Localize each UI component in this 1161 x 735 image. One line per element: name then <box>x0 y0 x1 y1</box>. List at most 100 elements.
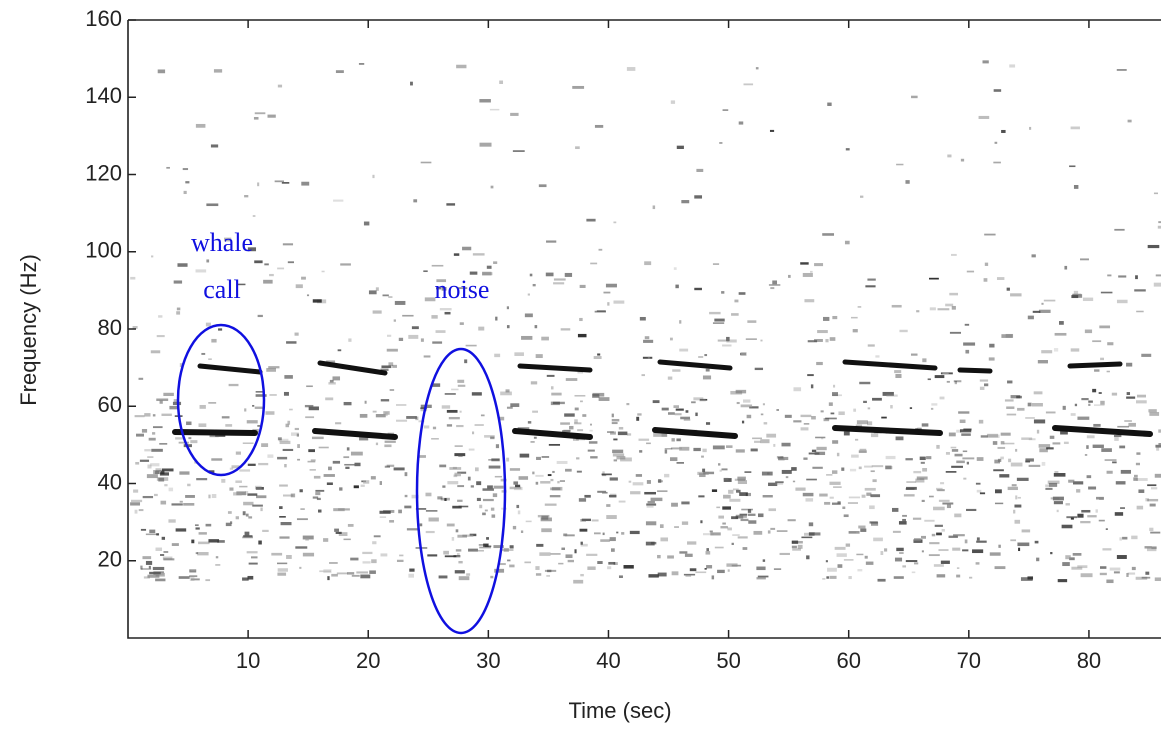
noise-speck <box>902 514 907 517</box>
noise-speck <box>714 318 725 322</box>
noise-speck <box>1037 360 1048 364</box>
noise-speck <box>173 280 183 284</box>
noise-speck <box>910 353 918 356</box>
noise-speck <box>493 485 504 489</box>
noise-speck <box>503 547 509 552</box>
noise-speck <box>372 410 377 413</box>
noise-speck <box>984 262 989 266</box>
noise-speck <box>142 495 154 499</box>
noise-speck <box>1135 462 1140 466</box>
noise-speck <box>301 276 306 280</box>
noise-speck <box>409 568 415 572</box>
noise-speck <box>976 489 982 493</box>
noise-speck <box>886 394 898 397</box>
noise-speck <box>628 480 632 483</box>
noise-speck <box>423 355 431 358</box>
noise-speck <box>706 548 709 552</box>
noise-speck <box>605 283 617 288</box>
noise-speck <box>1033 391 1043 395</box>
noise-speck <box>984 233 996 236</box>
noise-speck <box>845 543 851 547</box>
noise-speck <box>616 531 619 534</box>
noise-speck <box>621 532 625 535</box>
noise-speck <box>919 456 926 461</box>
noise-speck <box>832 440 839 444</box>
noise-speck <box>579 528 588 532</box>
noise-speck <box>163 392 174 397</box>
noise-speck <box>905 458 913 461</box>
noise-speck <box>498 416 505 421</box>
noise-speck <box>737 476 746 481</box>
noise-speck <box>1136 394 1147 398</box>
noise-speck <box>190 569 196 572</box>
noise-speck <box>245 513 249 517</box>
noise-speck <box>393 319 396 322</box>
noise-speck <box>919 478 924 480</box>
noise-speck <box>836 452 840 457</box>
noise-speck <box>822 578 826 580</box>
noise-speck <box>467 476 471 481</box>
noise-speck <box>384 465 391 468</box>
noise-speck <box>735 514 747 518</box>
noise-speck <box>354 462 361 467</box>
noise-speck <box>611 418 620 422</box>
noise-speck <box>393 467 405 471</box>
noise-speck <box>394 300 406 305</box>
noise-speck <box>329 379 334 383</box>
noise-speck <box>1111 392 1118 396</box>
noise-speck <box>159 472 170 476</box>
noise-speck <box>575 146 580 150</box>
noise-speck <box>664 448 673 450</box>
noise-speck <box>332 376 341 381</box>
noise-speck <box>608 561 616 565</box>
noise-speck <box>297 444 300 449</box>
noise-speck <box>582 414 587 417</box>
noise-speck <box>894 370 902 374</box>
noise-speck <box>472 431 475 435</box>
noise-speck <box>867 344 875 347</box>
noise-speck <box>758 513 764 518</box>
noise-speck <box>486 265 492 269</box>
noise-speck <box>282 243 294 246</box>
noise-speck <box>598 248 603 251</box>
noise-speck <box>141 428 148 433</box>
noise-speck <box>698 495 705 498</box>
noise-speck <box>191 539 195 544</box>
noise-speck <box>239 485 248 488</box>
noise-speck <box>1158 443 1161 445</box>
noise-speck <box>360 574 371 579</box>
noise-speck <box>392 364 397 368</box>
noise-speck <box>756 577 766 580</box>
noise-speck <box>479 142 492 147</box>
noise-speck <box>748 520 757 524</box>
noise-speck <box>364 400 367 404</box>
noise-speck <box>951 465 963 468</box>
noise-speck <box>210 144 219 148</box>
noise-speck <box>473 549 484 552</box>
noise-speck <box>1114 228 1125 231</box>
noise-speck <box>420 407 427 410</box>
noise-speck <box>711 489 718 492</box>
noise-speck <box>1093 423 1101 427</box>
noise-speck <box>584 494 591 498</box>
noise-speck <box>975 562 980 565</box>
noise-speck <box>1071 566 1083 570</box>
noise-speck <box>938 549 949 552</box>
noise-speck <box>255 394 267 397</box>
noise-speck <box>1033 419 1046 424</box>
noise-speck <box>457 384 466 387</box>
noise-speck <box>509 545 514 549</box>
noise-speck <box>1099 572 1107 576</box>
noise-speck <box>1017 542 1030 547</box>
noise-speck <box>505 389 510 393</box>
noise-speck <box>1145 498 1149 502</box>
noise-speck <box>133 489 139 493</box>
noise-speck <box>258 540 262 545</box>
noise-speck <box>717 339 730 342</box>
noise-speck <box>681 200 690 204</box>
noise-speck <box>252 504 263 507</box>
noise-speck <box>714 546 724 549</box>
noise-speck <box>731 516 739 520</box>
noise-speck <box>452 505 462 509</box>
noise-speck <box>661 433 668 437</box>
